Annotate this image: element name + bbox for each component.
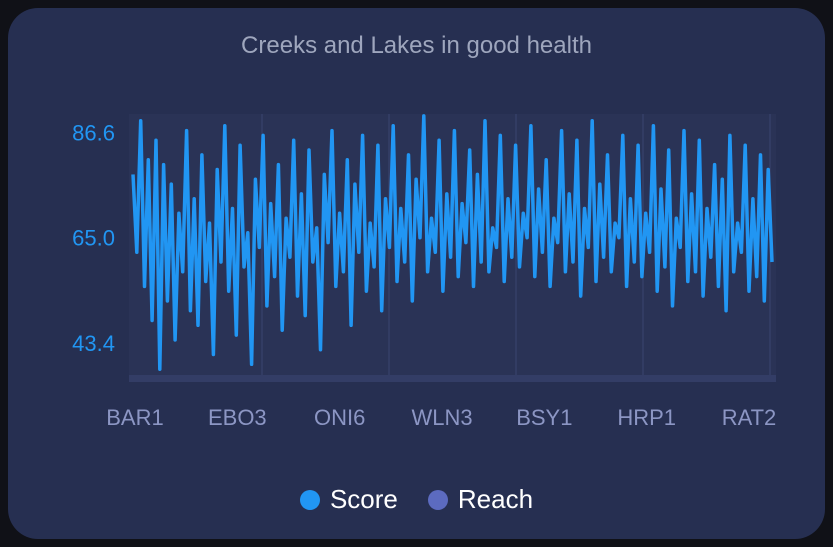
y-axis: 86.6 65.0 43.4 <box>72 121 115 356</box>
legend-label-reach: Reach <box>457 484 534 514</box>
y-tick-label: 43.4 <box>72 331 115 356</box>
series-layer <box>131 114 774 371</box>
legend-label-score: Score <box>329 484 398 514</box>
legend-swatch-score <box>299 489 320 510</box>
legend-item-score[interactable]: Score <box>299 484 398 515</box>
y-tick-label: 86.6 <box>72 121 115 146</box>
x-tick-label: RAT2 <box>722 405 777 430</box>
legend-item-reach[interactable]: Reach <box>427 484 534 515</box>
x-tick-label: BSY1 <box>516 405 572 430</box>
chart-title: Creeks and Lakes in good health <box>241 32 592 59</box>
chart-card: Creeks and Lakes in good health 86.6 65.0… <box>8 8 825 539</box>
y-tick-label: 65.0 <box>72 226 115 251</box>
x-tick-label: EBO3 <box>208 405 267 430</box>
legend-swatch-reach <box>427 489 448 510</box>
chart-plot: 86.6 65.0 43.4 BAR1 EBO3 ONI6 WLN3 BSY1 HRP1 RAT… <box>72 114 776 430</box>
x-tick-label: BAR1 <box>106 405 163 430</box>
series-line-score <box>131 114 774 371</box>
x-axis-baseline <box>129 375 776 382</box>
x-tick-label: ONI6 <box>314 405 365 430</box>
x-tick-label: HRP1 <box>617 405 676 430</box>
x-tick-label: WLN3 <box>411 405 472 430</box>
chart-legend: Score Reach <box>8 484 825 515</box>
x-axis: BAR1 EBO3 ONI6 WLN3 BSY1 HRP1 RAT2 <box>106 405 776 430</box>
